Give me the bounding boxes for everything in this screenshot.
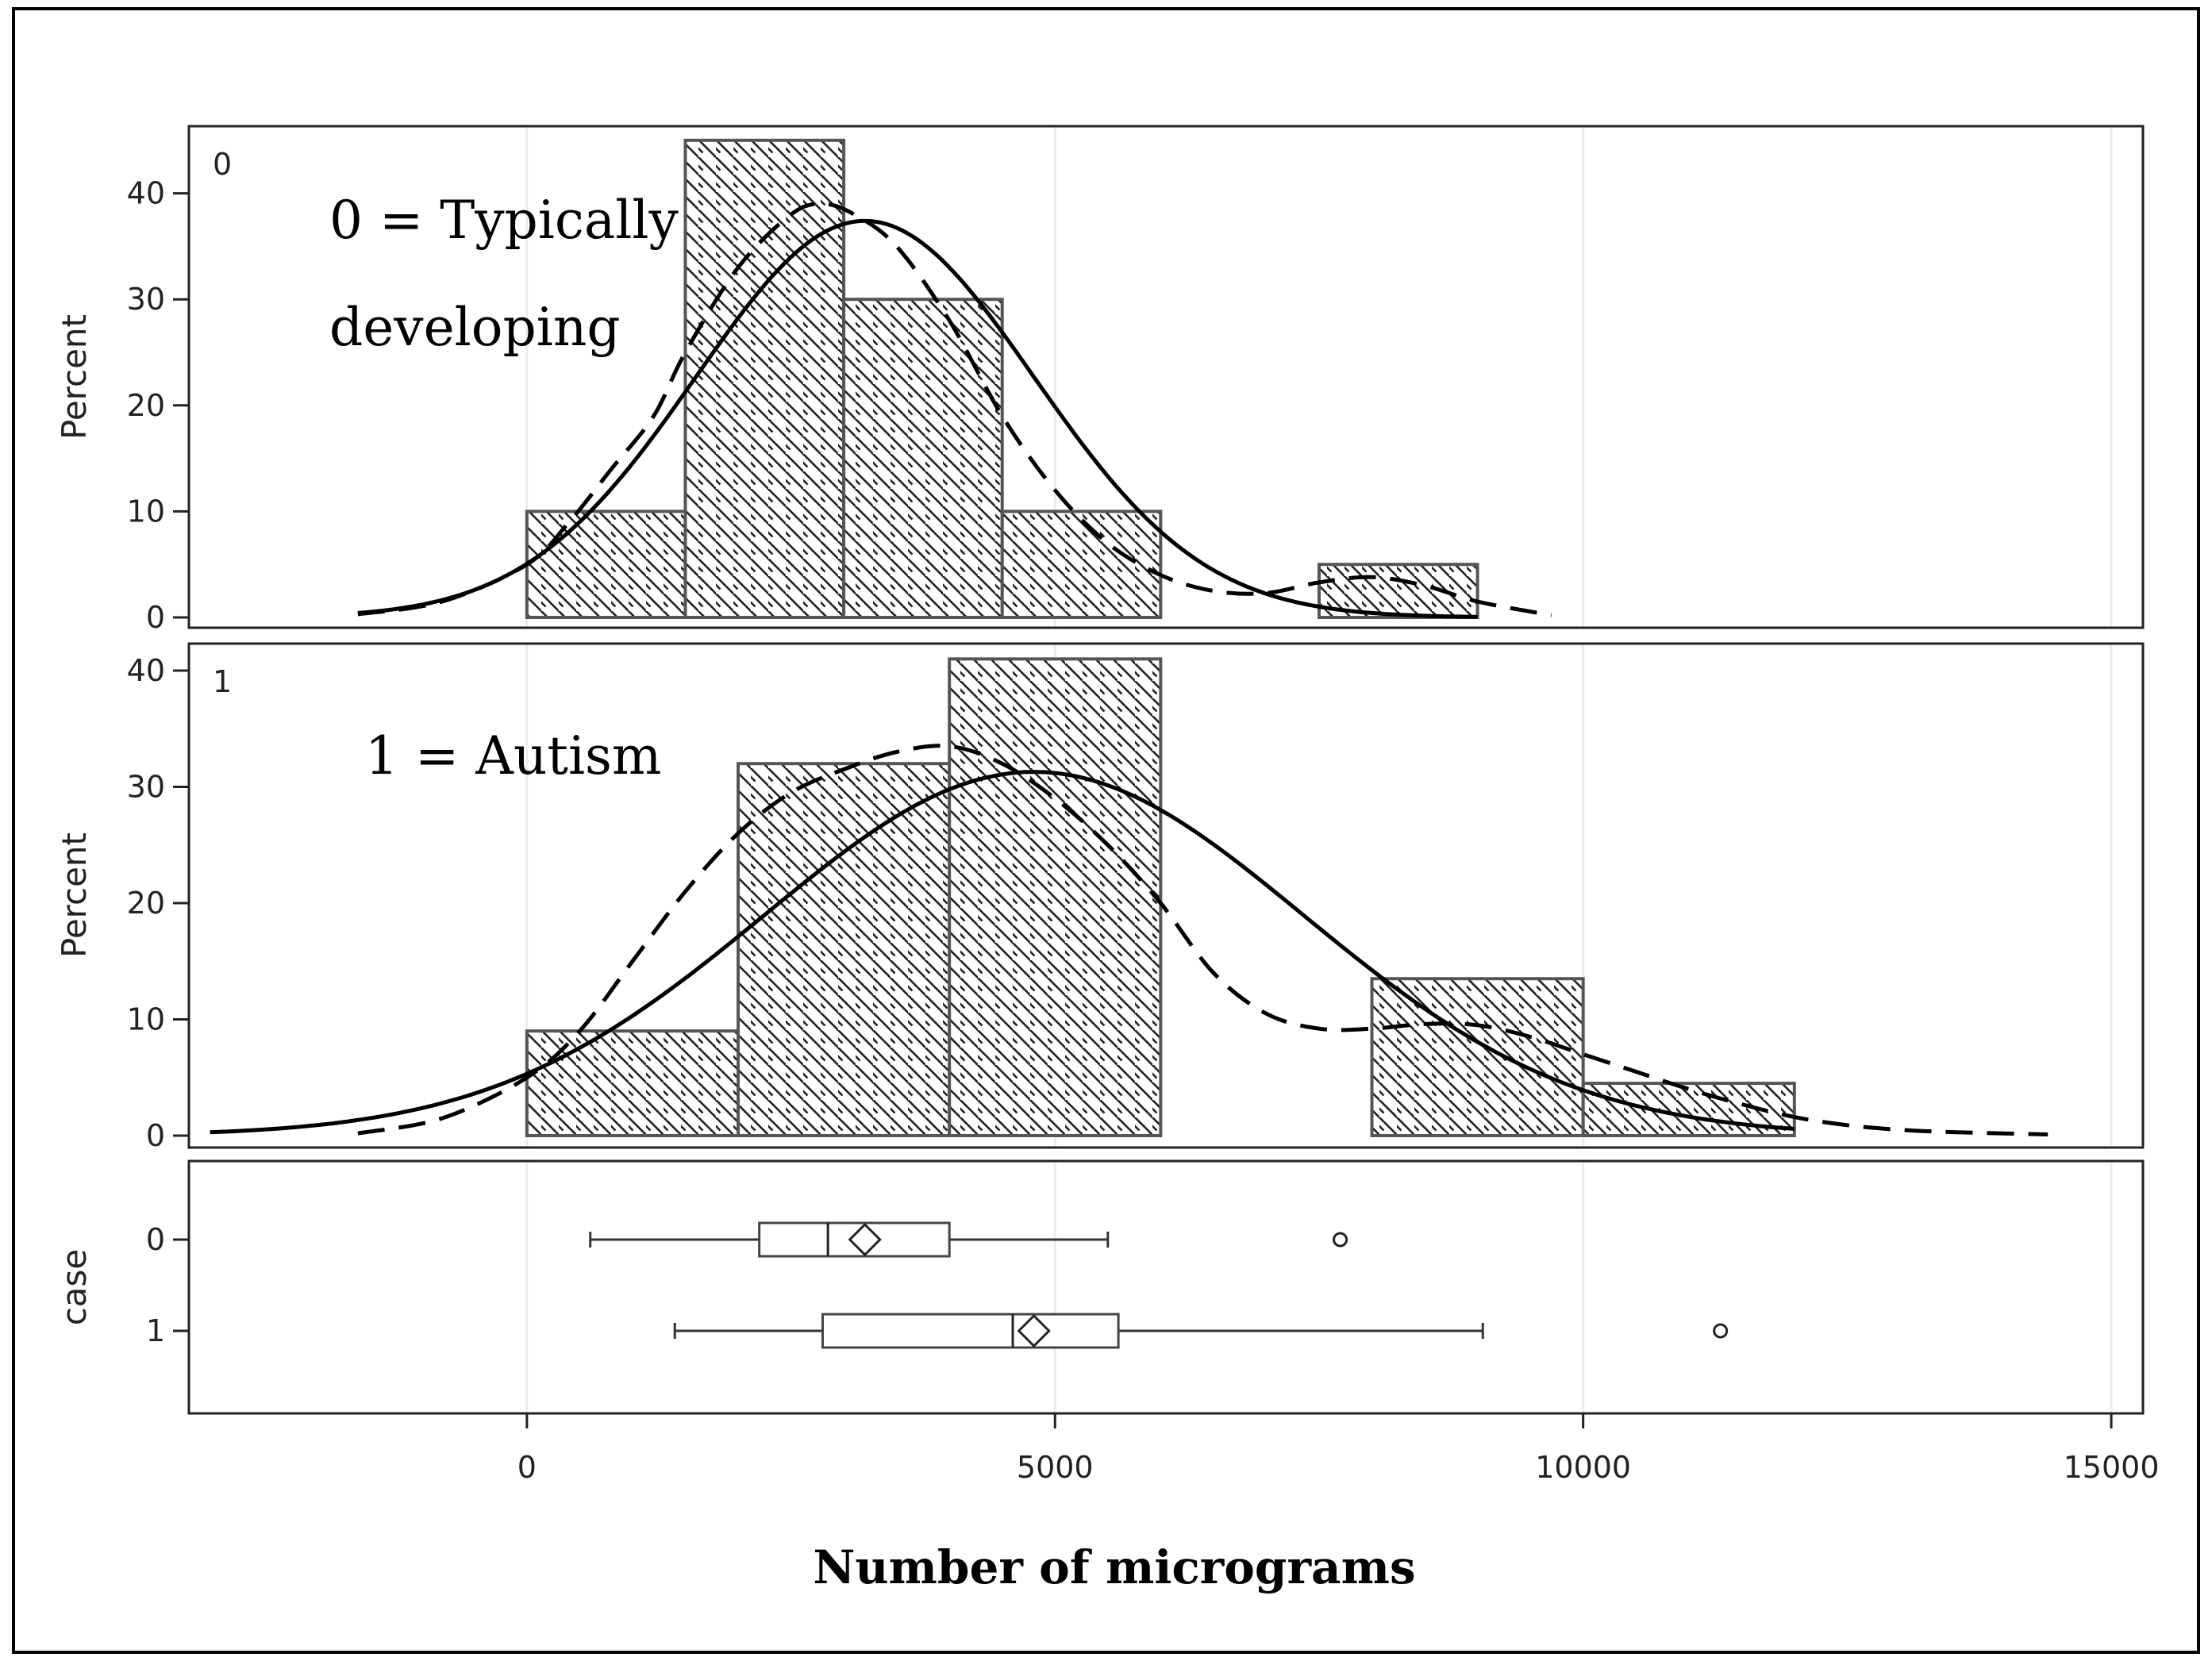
boxplot-frame [187, 1159, 2145, 1415]
histogram-bars-0 [525, 138, 1479, 620]
x-axis-title: Number of micrograms [813, 1540, 1415, 1594]
box-1 [821, 1313, 1120, 1349]
outlier-1-0 [1713, 1323, 1729, 1339]
y-axis-label-case: case [55, 1249, 94, 1326]
y-tick-label-1-1: 10 [127, 1002, 165, 1037]
panel-1-frame [187, 642, 2145, 1149]
y-tick-label-0-0: 0 [146, 600, 165, 635]
normal-curve-0 [357, 218, 1478, 619]
x-tick-label-0: 0 [517, 1450, 537, 1485]
normal-curve-1 [210, 770, 1795, 1135]
figure-frame [12, 7, 2200, 1654]
y-tick-label-0-1: 10 [127, 494, 165, 529]
histogram-bar-0-0 [525, 509, 687, 620]
boxplot-1 [673, 1313, 1729, 1349]
histogram-bar-0-3 [1000, 509, 1163, 620]
y-tick-label-1-0: 0 [146, 1118, 165, 1153]
y-tick-label-0-3: 30 [127, 282, 165, 317]
y-tick-label-1-3: 30 [127, 770, 165, 805]
case-tick-label-0: 0 [146, 1222, 165, 1257]
y-tick-label-0-2: 20 [127, 388, 165, 423]
panel-0-frame [187, 125, 2145, 629]
y-axis-label-0: Percent [55, 314, 94, 440]
panel-0: 0 10 20 30 40 0 0 = Typically developing Per… [55, 125, 2145, 635]
x-tick-label-1: 5000 [1017, 1450, 1094, 1485]
outlier-0-0 [1333, 1232, 1348, 1248]
histogram-bar-1-1 [737, 762, 952, 1137]
histogram-bar-1-2 [948, 657, 1163, 1137]
annotation-autism: 1 = Autism [365, 725, 662, 786]
annotation-typically-developing-line2: developing [329, 297, 621, 358]
y-tick-label-1-2: 20 [127, 886, 165, 921]
case-tick-label-1: 1 [146, 1313, 165, 1348]
kernel-curve-0 [357, 202, 1552, 617]
y-tick-label-0-4: 40 [127, 176, 165, 211]
histogram-bar-0-2 [842, 298, 1004, 619]
x-axis: 0 5000 10000 15000 [517, 1413, 2160, 1485]
y-tick-label-1-4: 40 [127, 653, 165, 688]
panel-1-label: 1 [213, 664, 232, 699]
histogram-bar-0-1 [683, 138, 846, 620]
histogram-bar-1-0 [525, 1029, 741, 1138]
panel-0-label: 0 [213, 147, 232, 182]
histogram-bar-1-4 [1370, 977, 1585, 1137]
histogram-bars-1 [525, 657, 1796, 1138]
annotation-typically-developing-line1: 0 = Typically [329, 190, 679, 251]
kernel-curve-1 [357, 744, 2049, 1136]
boxplot-panel: 0 1 case [55, 1159, 2145, 1415]
panel-1: 0 10 20 30 40 1 1 = Autism Percent [55, 642, 2145, 1153]
y-axis-label-1: Percent [55, 832, 94, 958]
boxplot-0 [589, 1221, 1348, 1258]
mean-diamond-0 [848, 1222, 882, 1257]
mean-diamond-1 [1017, 1313, 1051, 1348]
x-tick-label-2: 10000 [1535, 1450, 1631, 1485]
x-tick-label-3: 15000 [2064, 1450, 2160, 1485]
